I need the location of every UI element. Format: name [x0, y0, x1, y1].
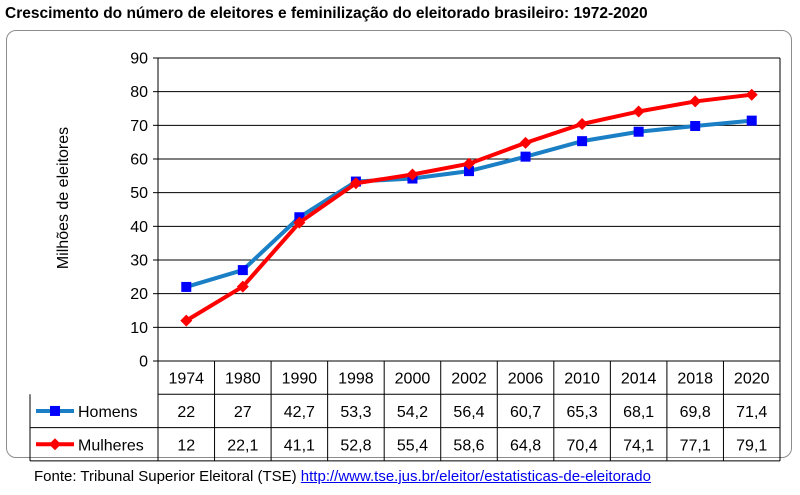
legend-marker-homens: [50, 405, 60, 416]
table-value-homens: 53,3: [340, 404, 371, 421]
legend-label-homens: Homens: [78, 404, 138, 421]
x-tick-label: 2002: [451, 371, 487, 388]
table-value-mulheres: 12: [177, 437, 195, 454]
table-value-homens: 69,8: [680, 404, 711, 421]
data-point-mulheres: [406, 168, 419, 181]
table-value-mulheres: 77,1: [680, 437, 711, 454]
x-tick-label: 2006: [508, 371, 544, 388]
y-tick-label: 20: [130, 286, 148, 303]
source-link[interactable]: http://www.tse.jus.br/eleitor/estatistic…: [300, 468, 651, 485]
data-point-homens: [577, 136, 588, 147]
data-point-mulheres: [293, 216, 306, 229]
series-layer: [180, 88, 758, 327]
x-tick-label: 1990: [282, 371, 318, 388]
x-tick-label: 2020: [734, 371, 770, 388]
table-value-mulheres: 79,1: [736, 437, 767, 454]
y-axis: 0 10 20 30 40 50 60 70 80 90: [130, 51, 781, 371]
y-tick-label: 80: [130, 84, 148, 101]
data-point-mulheres: [463, 157, 475, 170]
table-value-mulheres: 64,8: [510, 437, 541, 454]
table-value-mulheres: 70,4: [567, 437, 598, 454]
table-value-mulheres: 74,1: [623, 437, 654, 454]
data-point-mulheres: [576, 117, 589, 130]
x-tick-label: 2000: [395, 371, 431, 388]
data-point-homens: [633, 126, 644, 137]
chart-frame: [6, 30, 792, 458]
gridlines: [158, 57, 780, 328]
y-tick-label: 30: [130, 253, 148, 270]
data-point-homens: [690, 121, 701, 132]
y-tick-label: 10: [130, 320, 148, 337]
source-label: Fonte: Tribunal Superior Eleitoral (TSE): [34, 468, 297, 485]
data-point-mulheres: [236, 280, 249, 293]
y-axis-label: Milhões de eleitores: [55, 127, 72, 269]
y-tick-label: 50: [130, 185, 148, 202]
x-tick-label: 2010: [564, 371, 600, 388]
data-point-mulheres: [519, 136, 532, 149]
table-value-homens: 27: [234, 404, 252, 421]
data-point-mulheres: [180, 314, 193, 327]
series-line-homens: [184, 118, 754, 289]
table-value-homens: 22: [177, 404, 195, 421]
data-point-homens: [464, 166, 474, 177]
data-point-mulheres: [632, 105, 645, 118]
y-tick-label: 0: [139, 354, 148, 371]
table-value-homens: 42,7: [284, 404, 315, 421]
data-point-homens: [746, 115, 757, 126]
legend-label-mulheres: Mulheres: [78, 437, 144, 454]
table-value-homens: 56,4: [453, 404, 484, 421]
data-point-mulheres: [745, 88, 758, 101]
table-value-mulheres: 58,6: [453, 437, 484, 454]
data-table: 1974 1980 1990 1998 2000 2002 2006 2010 2014 2018…: [29, 361, 781, 462]
y-tick-label: 40: [130, 219, 148, 236]
x-tick-label: 1980: [225, 371, 261, 388]
table-value-homens: 54,2: [397, 404, 428, 421]
y-tick-label: 70: [130, 118, 148, 135]
legend-marker-mulheres: [49, 438, 61, 451]
x-tick-label: 1998: [338, 371, 374, 388]
x-tick-label: 2018: [677, 371, 713, 388]
table-value-mulheres: 41,1: [284, 437, 315, 454]
data-point-homens: [181, 281, 192, 292]
x-tick-label: 2014: [621, 371, 657, 388]
y-tick-label: 90: [130, 51, 148, 68]
y-tick-label: 60: [130, 152, 148, 169]
table-value-mulheres: 22,1: [227, 437, 258, 454]
table-value-mulheres: 55,4: [397, 437, 428, 454]
data-point-mulheres: [689, 95, 702, 108]
table-value-mulheres: 52,8: [340, 437, 371, 454]
data-point-mulheres: [349, 177, 362, 190]
x-tick-label: 1974: [168, 371, 204, 388]
data-point-homens: [520, 151, 531, 162]
table-value-homens: 68,1: [623, 404, 654, 421]
table-value-homens: 65,3: [567, 404, 598, 421]
data-point-homens: [237, 265, 248, 276]
table-value-homens: 71,4: [736, 404, 767, 421]
source-note: Fonte: Tribunal Superior Eleitoral (TSE)…: [34, 468, 651, 485]
chart-title: Crescimento do número de eleitores e fem…: [5, 5, 648, 22]
table-value-homens: 60,7: [510, 404, 541, 421]
